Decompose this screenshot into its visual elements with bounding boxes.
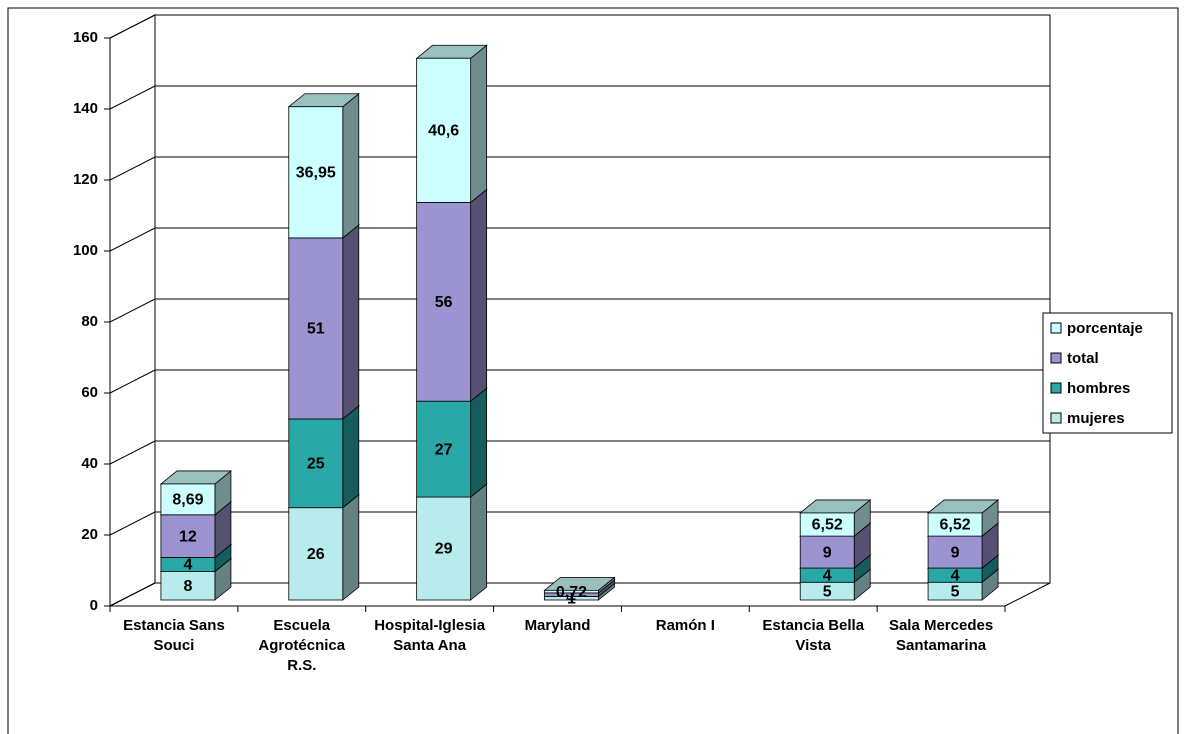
legend-swatch [1050,412,1062,424]
bar [799,512,855,537]
bar-side [342,405,360,509]
bar [416,201,472,402]
bar [927,512,983,537]
y-tick-label: 160 [73,29,98,46]
bar [416,400,472,498]
x-tick-label: Escuela Agrotécnica R.S. [258,617,346,674]
x-tick-label: Estancia Bella Vista [762,617,865,654]
x-tick-label: Sala Mercedes Santamarina [888,617,994,654]
bar [288,418,344,509]
x-tick-label: Estancia Sans Souci [123,617,225,654]
bar-side [342,92,360,239]
data-label: 1 [567,587,576,604]
grid-line [109,582,156,607]
y-tick-label: 20 [81,526,98,543]
data-label: 51 [307,321,325,338]
grid-line [109,369,156,394]
bar-side [470,188,488,403]
bar [416,57,472,203]
data-label: 29 [435,541,453,558]
x-tick-label: Maryland [524,617,591,634]
y-tick-label: 120 [73,171,98,188]
data-label: 25 [307,456,325,473]
x-tick-label: Hospital-Iglesia Santa Ana [374,617,486,654]
data-label: 6,52 [940,517,971,534]
bar [160,514,216,558]
data-label: 40,6 [428,123,459,140]
legend-label: porcentaje [1067,320,1143,337]
data-label: 4 [823,567,832,584]
bar [160,483,216,516]
bar-side [342,224,360,420]
legend-swatch [1050,382,1062,394]
data-label: 4 [183,557,192,574]
grid-line [109,156,156,181]
grid-line [109,85,156,110]
data-label: 8,69 [172,492,203,509]
bar [288,237,344,420]
bar-side [470,44,488,204]
x-tick-label: Ramón I [655,617,715,634]
legend-label: hombres [1067,380,1130,397]
bar-side [342,493,360,601]
bar [288,106,344,239]
legend-swatch [1050,352,1062,364]
data-label: 9 [823,544,832,561]
data-label: 6,52 [812,517,843,534]
data-label: 56 [435,294,453,311]
bar [927,535,983,569]
y-tick-label: 140 [73,100,98,117]
grid-line [109,14,156,39]
data-label: 26 [307,546,325,563]
data-label: 9 [951,544,960,561]
bar [416,496,472,601]
bar-side [470,387,488,498]
data-label: 8 [183,578,192,595]
y-tick-label: 100 [73,242,98,259]
data-label: 36,95 [296,165,336,182]
grid-line [109,298,156,323]
data-label: 0,72 [556,584,587,601]
data-label: 5 [823,583,832,600]
grid-line [109,440,156,465]
data-label: 4 [951,567,960,584]
frame [7,7,1179,734]
data-label: 1 [567,590,576,607]
legend-box [1042,312,1173,434]
y-tick-label: 40 [81,455,98,472]
grid-line [109,511,156,536]
legend-swatch [1050,322,1062,334]
legend-label: total [1067,350,1099,367]
y-tick-label: 60 [81,384,98,401]
grid-line [109,227,156,252]
data-label: 12 [179,528,197,545]
data-label: 27 [435,441,453,458]
legend-label: mujeres [1067,410,1125,427]
y-tick-label: 80 [81,313,98,330]
data-label: 5 [951,583,960,600]
bar-side [470,483,488,601]
bar [544,589,599,594]
bar [160,571,216,601]
y-tick-label: 0 [90,597,98,614]
